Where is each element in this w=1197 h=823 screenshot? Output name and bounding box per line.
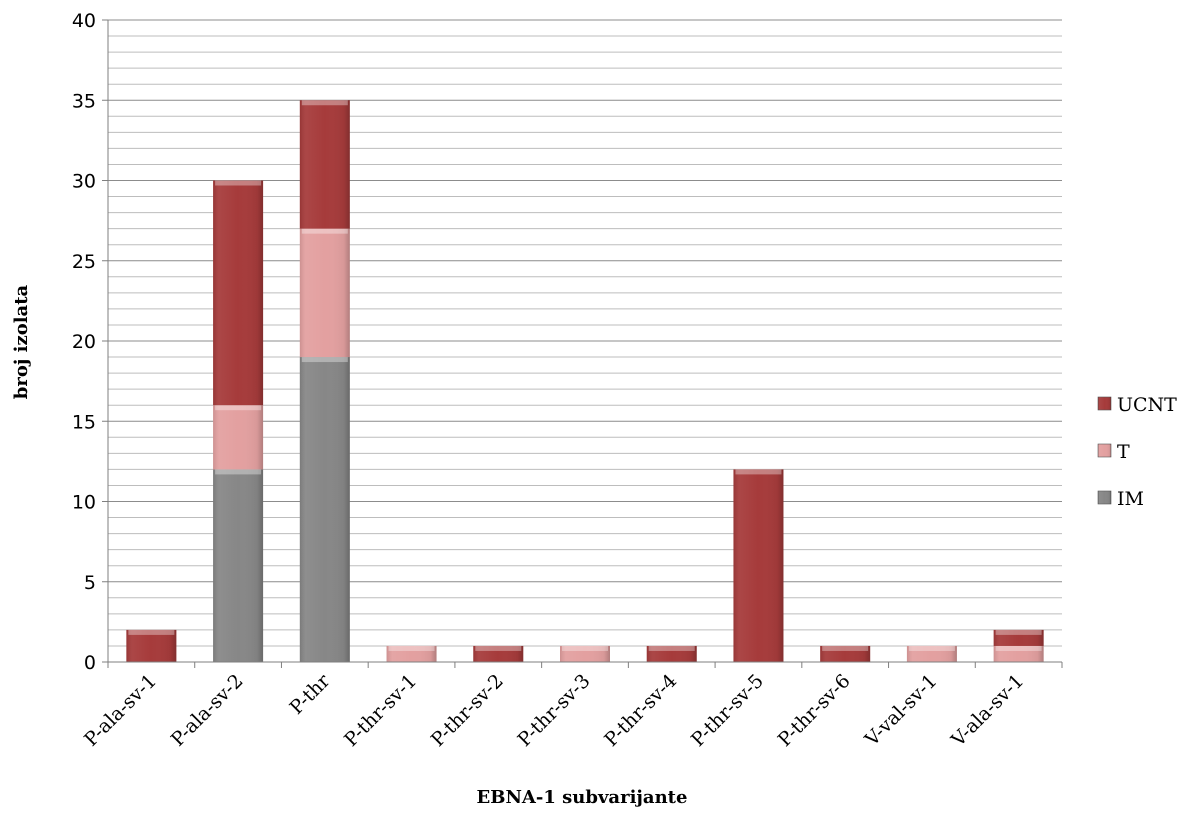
x-tick-label: P-thr-sv-6 (774, 670, 855, 751)
bar-segment-ucnt (213, 180, 264, 406)
x-tick-label: V-val-sv-1 (860, 670, 941, 751)
x-tick-label: P-thr (285, 669, 335, 719)
bar-segment-t (560, 645, 610, 662)
y-axis-title: broj izolata (11, 284, 32, 399)
x-tick-label: V-ala-sv-1 (946, 670, 1028, 752)
x-tick-label: P-thr-sv-2 (427, 670, 508, 751)
y-tick-labels: 0 5 10 15 20 25 30 35 40 (72, 10, 96, 674)
bars (126, 100, 1044, 662)
x-tick-label: P-thr-sv-3 (514, 670, 595, 751)
legend-item-t: T (1097, 441, 1130, 463)
axes (102, 19, 1063, 668)
y-tick-label: 20 (72, 331, 96, 353)
bar-segment-ucnt (126, 629, 177, 662)
y-tick-label: 10 (72, 492, 96, 514)
bar-segment-ucnt (820, 645, 871, 662)
x-tick-label: P-ala-sv-1 (80, 670, 161, 751)
bar-segment-im (299, 357, 350, 662)
bar-segment-t (213, 405, 264, 470)
x-tick-label: P-thr-sv-4 (600, 670, 681, 751)
y-tick-label: 15 (72, 411, 96, 433)
x-tick-label: P-thr-sv-1 (340, 670, 421, 751)
bar-segment-ucnt (646, 645, 697, 662)
legend-item-ucnt: UCNT (1097, 394, 1177, 416)
bar-segment-ucnt (299, 100, 350, 229)
bar-segment-ucnt (993, 629, 1044, 646)
y-tick-label: 30 (72, 171, 96, 193)
legend-label: IM (1117, 488, 1144, 510)
legend-item-im: IM (1097, 488, 1144, 510)
x-tick-label: P-thr-sv-5 (687, 670, 768, 751)
x-tick-label: P-ala-sv-2 (167, 670, 248, 751)
bar-segment-ucnt (473, 645, 524, 662)
legend-label: UCNT (1117, 394, 1177, 416)
legend-label: T (1117, 441, 1130, 463)
bar-segment-ucnt (733, 469, 784, 662)
y-tick-label: 25 (72, 251, 96, 273)
y-tick-label: 35 (72, 90, 96, 112)
y-tick-label: 5 (84, 572, 96, 594)
legend: UCNT T IM (1097, 394, 1177, 510)
y-tick-label: 0 (84, 652, 96, 674)
bar-segment-im (213, 469, 264, 662)
y-tick-label: 40 (72, 10, 96, 32)
x-axis-title: EBNA-1 subvarijante (477, 787, 688, 808)
gridlines (108, 19, 1062, 647)
bar-segment-t (386, 645, 437, 662)
x-tick-labels: P-ala-sv-1 P-ala-sv-2 P-thr P-thr-sv-1 P-thr… (80, 669, 1028, 751)
bar-segment-t (906, 645, 957, 662)
bar-segment-t (299, 228, 350, 358)
bar-segment-t (993, 645, 1044, 662)
